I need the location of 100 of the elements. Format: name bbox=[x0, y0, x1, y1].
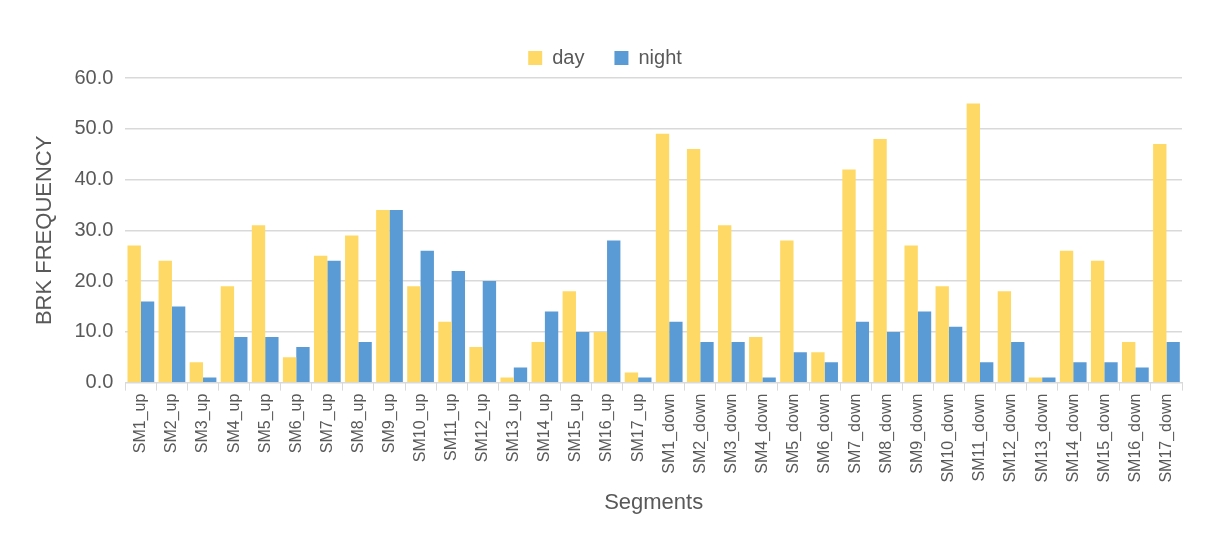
bar bbox=[1059, 250, 1074, 382]
bar bbox=[873, 138, 887, 382]
bar bbox=[718, 225, 732, 382]
bar bbox=[997, 291, 1012, 382]
bar bbox=[700, 342, 714, 382]
bar bbox=[979, 362, 994, 382]
x-tick-label: SM9_down bbox=[908, 393, 927, 474]
bar bbox=[1042, 377, 1056, 382]
bar bbox=[376, 210, 390, 382]
bar bbox=[345, 235, 359, 382]
x-tick-label: SM10_up bbox=[410, 393, 429, 463]
bar bbox=[389, 210, 403, 382]
bar bbox=[544, 311, 559, 382]
bar bbox=[607, 240, 621, 382]
bar bbox=[189, 362, 204, 382]
x-tick-label: SM6_down bbox=[815, 393, 833, 474]
x-tick-label: SM11_up bbox=[442, 393, 461, 461]
x-tick-label: SM10_down bbox=[939, 393, 958, 483]
bar bbox=[469, 347, 483, 382]
y-tick-label: 60.0 bbox=[74, 65, 114, 88]
bar bbox=[811, 352, 825, 382]
x-tick-label: SM15_up bbox=[566, 393, 585, 463]
x-tick-label: SM1_up bbox=[131, 393, 150, 454]
bar bbox=[234, 336, 248, 382]
bar bbox=[1011, 342, 1025, 382]
x-tick-label: SM3_down bbox=[721, 393, 740, 474]
bar bbox=[562, 291, 576, 382]
bar bbox=[1073, 362, 1087, 382]
bar bbox=[531, 342, 545, 382]
x-tick-label: SM6_up bbox=[286, 393, 305, 454]
bar bbox=[824, 362, 838, 382]
bar bbox=[420, 250, 434, 382]
bar bbox=[762, 377, 776, 382]
bar bbox=[407, 286, 421, 382]
bar bbox=[500, 377, 514, 382]
bar bbox=[731, 342, 745, 382]
bar bbox=[842, 169, 856, 382]
bar bbox=[158, 260, 172, 382]
x-tick-label: SM13_up bbox=[504, 393, 523, 463]
x-axis-title: Segments bbox=[604, 488, 704, 514]
bar bbox=[327, 260, 341, 382]
y-tick-label: 20.0 bbox=[74, 268, 114, 291]
x-tick-label: SM16_down bbox=[1125, 393, 1144, 483]
bar bbox=[1090, 260, 1105, 382]
bar bbox=[948, 326, 963, 382]
bar bbox=[1135, 367, 1149, 382]
x-tick-label: SM11_down bbox=[970, 393, 989, 482]
x-tick-label: SM15_down bbox=[1094, 393, 1113, 483]
bar bbox=[655, 133, 670, 382]
x-tick-label: SM7_up bbox=[317, 393, 336, 454]
x-tick-label: SM3_up bbox=[193, 393, 212, 454]
bar bbox=[886, 331, 901, 382]
bar bbox=[1122, 342, 1136, 382]
bar bbox=[904, 245, 918, 382]
bar bbox=[855, 321, 870, 382]
bar bbox=[282, 357, 297, 382]
legend-label: night bbox=[638, 45, 683, 68]
bar bbox=[669, 321, 683, 382]
bar bbox=[482, 281, 497, 382]
y-tick-label: 40.0 bbox=[74, 167, 114, 190]
x-tick-label: SM16_up bbox=[597, 393, 616, 463]
x-tick-label: SM4_up bbox=[224, 393, 243, 454]
x-tick-label: SM4_down bbox=[752, 393, 771, 474]
y-tick-label: 10.0 bbox=[74, 319, 114, 342]
bar bbox=[1166, 342, 1180, 382]
x-tick-label: SM14_down bbox=[1063, 393, 1082, 483]
y-tick-label: 30.0 bbox=[74, 217, 114, 240]
bar bbox=[686, 149, 701, 382]
x-tick-label: SM5_down bbox=[783, 393, 802, 474]
x-tick-label: SM1_down bbox=[659, 393, 678, 474]
bar bbox=[296, 347, 310, 382]
bar bbox=[1028, 377, 1043, 382]
bar bbox=[966, 103, 980, 382]
x-tick-label: SM14_up bbox=[535, 393, 554, 463]
bar bbox=[638, 377, 652, 382]
x-tick-label: SM12_down bbox=[1001, 393, 1020, 483]
bar bbox=[1153, 144, 1167, 382]
x-tick-label: SM12_up bbox=[473, 393, 492, 463]
bar bbox=[451, 270, 466, 382]
y-axis-title: BRK FREQUENCY bbox=[31, 135, 57, 326]
x-tick-label: SM13_down bbox=[1032, 393, 1051, 483]
bar bbox=[575, 331, 590, 382]
x-tick-label: SM8_down bbox=[877, 393, 896, 474]
x-tick-label: SM2_down bbox=[690, 393, 709, 474]
bar bbox=[513, 367, 528, 382]
x-tick-label: SM9_up bbox=[379, 393, 398, 454]
y-tick-label: 50.0 bbox=[74, 116, 114, 139]
bar bbox=[935, 286, 949, 382]
bar bbox=[127, 245, 141, 382]
bar bbox=[438, 321, 452, 382]
bar bbox=[171, 306, 186, 382]
x-tick-label: SM17_down bbox=[1156, 393, 1175, 483]
bar bbox=[251, 225, 266, 382]
bar bbox=[313, 255, 328, 382]
x-tick-label: SM2_up bbox=[162, 393, 181, 454]
bar bbox=[793, 352, 807, 382]
bar bbox=[780, 240, 794, 382]
bar bbox=[624, 372, 639, 382]
x-tick-label: SM5_up bbox=[255, 393, 274, 454]
x-tick-label: SM8_up bbox=[348, 393, 367, 454]
